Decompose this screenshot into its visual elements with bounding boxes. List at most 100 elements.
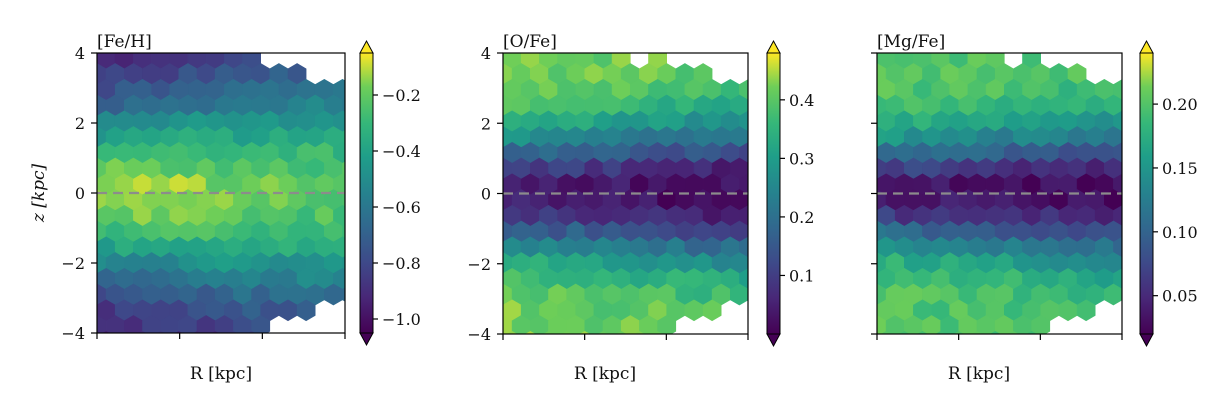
hexbin-cell	[917, 330, 928, 334]
y-tick-label: −4	[467, 325, 491, 344]
colorbar-tick-label: 0.2	[789, 208, 814, 227]
hexbin-cell	[70, 95, 88, 116]
panel-title: [O/Fe]	[503, 32, 557, 52]
y-tick-label: −4	[61, 324, 85, 343]
hexbin-cell	[1123, 190, 1141, 211]
hexbin-cell	[967, 53, 969, 54]
hexbin-cell	[989, 330, 1001, 334]
colorbar-extend-max	[766, 39, 781, 54]
hexbin-cell	[193, 330, 201, 333]
x-axis	[876, 334, 1123, 340]
hexbin-cell	[634, 330, 645, 334]
colorbar-tick-label: 0.1	[789, 266, 814, 285]
colorbar-gradient	[1139, 52, 1154, 335]
hexbin-cell	[543, 330, 554, 334]
hexbin-cell	[503, 147, 504, 159]
colorbar-gradient	[766, 52, 781, 335]
hexbin-cell	[503, 304, 504, 316]
colorbar: −0.2 −0.4 −0.6 −0.8 −1.0	[359, 39, 421, 347]
hexbin-cell	[1123, 127, 1141, 148]
hexbin-cell	[97, 147, 98, 159]
colorbar-extend-min	[359, 332, 374, 347]
hexbin-cell	[877, 84, 878, 96]
hexbin-cell	[248, 330, 256, 333]
y-tick-label: −2	[467, 255, 491, 274]
hexbin-cell	[97, 304, 98, 316]
hexbin-cell	[1123, 284, 1141, 305]
hexbin-cell	[593, 53, 595, 54]
colorbar-tick-label: 0.20	[1162, 95, 1198, 114]
hexbin-cell	[729, 283, 748, 306]
colorbar-tick-label: 0.3	[789, 149, 814, 168]
hexbin-cell	[877, 273, 878, 285]
hexbin-cell	[1076, 299, 1096, 322]
hexbin-cell	[850, 221, 868, 242]
hexbin-cell	[877, 115, 878, 127]
hexbin-cell	[97, 210, 98, 222]
panel-title: [Fe/H]	[97, 32, 152, 52]
hexbin-cell	[70, 64, 88, 85]
hexbin-cell	[850, 190, 868, 211]
hexbin-cell	[70, 284, 88, 305]
hexbin-cell	[1008, 330, 1019, 334]
hexbin-cell	[597, 330, 609, 334]
hexbin-cell	[749, 95, 767, 116]
colorbar-tick-label: −0.2	[382, 86, 421, 105]
y-axis: 4 2 0 −2 −4	[467, 44, 503, 344]
hexbin-cell	[342, 287, 345, 302]
colorbar-extend-max	[1139, 39, 1154, 54]
y-tick-label: 2	[75, 114, 85, 133]
hexbin-cell	[749, 253, 767, 274]
hexbin-cell	[187, 53, 189, 54]
hexbin-cell	[561, 330, 572, 334]
colorbar-gradient	[359, 52, 374, 334]
panel-o-fe: [O/Fe] 4 2 0 −2 −4 R [kpc] 0.4 0.3 0.2 0.1	[467, 32, 814, 384]
hexbin-cell	[749, 127, 767, 148]
hexbin-cell	[70, 221, 88, 242]
hexbin-cell	[503, 84, 504, 96]
panel-fe-h: [Fe/H] 420−2−4 z [kpc] R [kpc] −0.2−0.4−…	[29, 32, 421, 384]
y-tick-label: 4	[75, 44, 85, 63]
hexbin-cell	[296, 299, 316, 322]
hexbin-layer	[70, 53, 345, 333]
colorbar: 0.4 0.3 0.2 0.1	[766, 39, 814, 348]
hexbin-cell	[850, 253, 868, 274]
hexbin-cell	[70, 158, 88, 179]
hexbin-cell	[476, 95, 494, 116]
panel-mg-fe: [Mg/Fe] R [kpc] 0.20 0.15 0.10 0.05	[850, 32, 1198, 384]
panel-title: [Mg/Fe]	[877, 32, 945, 52]
hexbin-cell	[1123, 95, 1141, 116]
colorbar-tick-label: −0.6	[382, 198, 421, 217]
hexbin-cell	[953, 330, 965, 334]
hexbin-cell	[615, 330, 627, 334]
hexbin-cell	[877, 178, 878, 190]
hexbin-cell	[102, 330, 110, 333]
y-tick-label: 2	[481, 114, 491, 133]
y-axis-label: z [kpc]	[29, 163, 49, 223]
hexbin-cell	[749, 221, 767, 242]
y-tick-label: 0	[75, 184, 85, 203]
hexbin-cell	[503, 210, 504, 222]
hexbin-cell	[138, 330, 147, 333]
hexbin-cell	[702, 299, 722, 322]
hexbin-cell	[850, 316, 868, 337]
colorbar-tick-label: 0.4	[789, 91, 814, 110]
hexbin-cell	[850, 32, 868, 53]
hexbin-layer	[476, 53, 767, 334]
colorbar-tick-label: 0.10	[1162, 223, 1198, 242]
x-axis-label: R [kpc]	[948, 364, 1010, 384]
colorbar-tick-label: −1.0	[382, 310, 421, 329]
hexbin-cell	[575, 53, 577, 54]
hexbin-cell	[652, 330, 663, 334]
hexbin-cell	[97, 84, 98, 96]
hexbin-cell	[935, 330, 946, 334]
hexbin-cell	[211, 330, 219, 333]
hexbin-cell	[579, 330, 591, 334]
hexbin-cell	[1123, 221, 1141, 242]
hexbin-cell	[476, 221, 494, 242]
hexbin-cell	[476, 284, 494, 305]
hexbin-layer	[850, 32, 1141, 337]
colorbar-tick-label: −0.8	[382, 254, 421, 273]
colorbar-tick-label: 0.05	[1162, 287, 1198, 306]
